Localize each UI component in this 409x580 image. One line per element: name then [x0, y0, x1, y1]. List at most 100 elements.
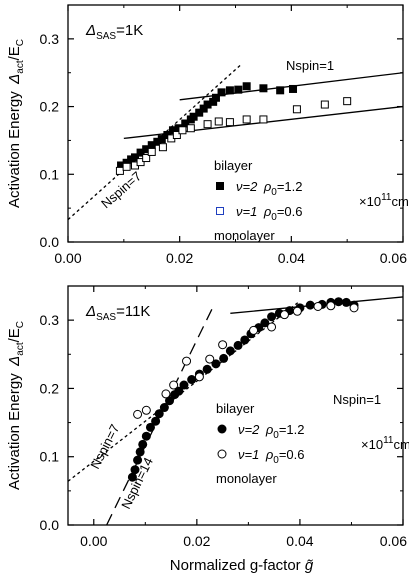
data-point-filled-circle [165, 396, 175, 406]
data-point-filled-square [276, 86, 285, 95]
data-point-open-square [178, 126, 187, 135]
y-tick-label: 0.1 [40, 449, 60, 465]
y-tick-label: 0.0 [40, 517, 60, 533]
data-point-open-square [186, 124, 195, 133]
data-point-filled-circle [127, 472, 137, 482]
data-point-open-square [259, 115, 268, 124]
legend-footer: monolayer [216, 471, 277, 486]
panel-top: 0.00 0.02 0.04 0.06 0.0 0.1 0.2 0.3 Activation E… [6, 4, 409, 266]
data-point-filled-square [117, 161, 126, 170]
data-point-filled-square [209, 97, 218, 106]
data-point-filled-circle [219, 353, 229, 363]
y-axis-symbol: Δ [6, 356, 23, 367]
x-tick-label: 0.04 [286, 533, 313, 549]
x-tick-label: 0.02 [166, 250, 193, 266]
data-point-filled-square [122, 158, 131, 167]
data-point-open-square [115, 166, 124, 175]
plot-frame [67, 285, 404, 526]
y-tick-label: 0.0 [40, 234, 60, 250]
data-point-filled-circle [135, 447, 145, 457]
y-tick-label: 0.3 [40, 31, 60, 47]
data-point-filled-square [289, 84, 298, 93]
panel-title: ΔSAS=1K [85, 22, 143, 42]
data-point-open-circle [279, 310, 289, 320]
legend-marker [216, 207, 224, 215]
y-axis-subscript: act [15, 60, 26, 74]
panel-title-symbol: Δ [85, 22, 96, 39]
legend-marker [216, 182, 224, 190]
data-point-filled-square [203, 100, 212, 109]
legend-rho-value: =1.2 [277, 179, 303, 194]
data-point-filled-circle [225, 346, 235, 356]
legend-units: ×1011cm-2 [359, 192, 409, 209]
data-point-open-circle [161, 389, 171, 399]
legend-units-factor: ×10 [361, 437, 383, 452]
data-point-open-square [242, 115, 251, 124]
annotation-nspin-1: Nspin=1 [333, 392, 381, 407]
legend-rho-value: =0.6 [279, 447, 305, 462]
panel-title-symbol: Δ [85, 303, 96, 320]
legend-rho-value: =0.6 [277, 204, 303, 219]
legend-entry: ν=1 ρ0=0.6 [238, 447, 305, 466]
data-point-filled-square [153, 137, 162, 146]
y-axis-title: Activation Energy Δact/EC [6, 321, 26, 490]
data-point-open-square [158, 143, 167, 152]
data-point-filled-circle [260, 318, 270, 328]
data-point-filled-circle [334, 297, 344, 307]
panel-title-subscript: SAS [96, 312, 116, 323]
data-point-filled-square [225, 86, 234, 95]
data-point-open-circle [169, 380, 179, 390]
x-axis-title-text: Normalized g-factor [170, 557, 301, 574]
y-axis-rest: /E [6, 46, 23, 60]
data-point-filled-square [199, 104, 208, 113]
data-point-open-circle [313, 301, 323, 311]
legend-rho: ρ [263, 179, 272, 194]
data-point-filled-square [242, 82, 251, 91]
data-point-filled-square [142, 145, 151, 154]
y-axis-subscript-2: C [15, 321, 26, 328]
data-point-open-circle [205, 354, 215, 364]
legend-rho: ρ [265, 447, 274, 462]
x-axis-title: Normalized g-factor g̃ [170, 557, 314, 574]
legend-units-unit: cm [393, 437, 409, 452]
x-tick-label: 0.04 [278, 250, 305, 266]
panel-title-rest: =11K [116, 303, 150, 320]
y-axis-symbol: Δ [6, 74, 23, 85]
data-point-open-circle [292, 306, 302, 316]
data-point-filled-square [136, 148, 145, 157]
data-point-filled-square [217, 88, 226, 97]
data-point-filled-circle [267, 312, 277, 322]
data-point-filled-circle [174, 386, 184, 396]
y-tick-label: 0.1 [40, 166, 60, 182]
data-point-filled-circle [138, 439, 148, 449]
data-point-open-square [122, 162, 131, 171]
annotation-nspin-7: Nspin=7 [87, 422, 122, 472]
y-tick-label: 0.2 [40, 380, 60, 396]
data-point-filled-circle [211, 359, 221, 369]
legend-rho: ρ [265, 422, 274, 437]
legend-rho-sub: 0 [271, 187, 277, 198]
legend-rho-sub: 0 [271, 212, 277, 223]
y-axis-title-text: Activation Energy [6, 373, 23, 490]
panel-title-subscript: SAS [96, 31, 116, 42]
data-point-open-circle [218, 340, 228, 350]
data-point-filled-circle [159, 403, 169, 413]
data-point-filled-circle [233, 340, 243, 350]
legend-rho-sub: 0 [273, 430, 279, 441]
data-point-open-square [320, 100, 329, 109]
legend-header: bilayer [216, 401, 255, 416]
fit-line-dotted [68, 300, 301, 482]
y-axis-gap [6, 84, 23, 92]
data-point-open-circle [249, 325, 259, 335]
x-tick-label: 0.06 [380, 250, 407, 266]
x-axis-symbol: g̃ [305, 557, 314, 574]
x-tick-label: 0.06 [380, 533, 407, 549]
y-tick-label: 0.2 [40, 99, 60, 115]
legend-nu: ν=2 [236, 179, 258, 194]
y-axis-title-text: Activation Energy [6, 91, 23, 208]
legend-entry: ν=1 ρ0=0.6 [236, 204, 303, 223]
data-point-filled-circle [187, 375, 197, 385]
legend-units: ×1011cm-2 [361, 435, 409, 452]
data-point-open-circle [267, 322, 277, 332]
data-point-open-circle [194, 372, 204, 382]
